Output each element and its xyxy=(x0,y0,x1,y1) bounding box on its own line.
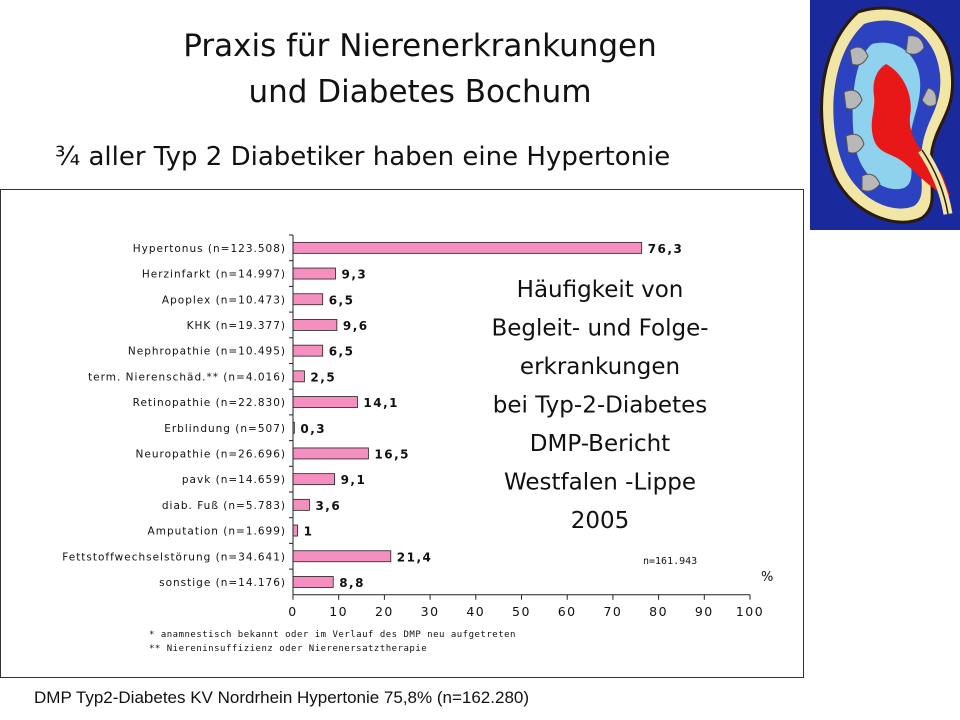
category-label: pavk (n=14.659) xyxy=(182,474,286,486)
footer-source-note: DMP Typ2-Diabetes KV Nordrhein Hypertoni… xyxy=(34,688,530,707)
x-tick-label: 70 xyxy=(603,604,622,619)
bar xyxy=(292,241,643,254)
category-label: sonstige (n=14.176) xyxy=(159,577,286,589)
value-label: 1 xyxy=(304,525,314,539)
bar xyxy=(292,473,335,486)
x-tick-label: 20 xyxy=(375,604,394,619)
value-label: 0,3 xyxy=(300,422,326,436)
bar-chart: Hypertonus (n=123.508) Herzinfarkt (n=14.… xyxy=(62,234,773,619)
value-label: 9,3 xyxy=(342,268,368,282)
bar xyxy=(292,344,324,357)
category-label: Apoplex (n=10.473) xyxy=(162,294,286,306)
footnote-2: ** Niereninsuffizienz oder Nierenersatzt… xyxy=(149,644,428,654)
page-title-line2: und Diabetes Bochum xyxy=(248,74,592,110)
page-title-line1: Praxis für Nierenerkrankungen xyxy=(183,28,657,64)
footnote-1: * anamnestisch bekannt oder im Verlauf d… xyxy=(149,630,516,640)
value-label: 9,6 xyxy=(343,319,369,333)
category-label: Hypertonus (n=123.508) xyxy=(133,243,286,255)
bar xyxy=(292,447,369,460)
annotation-line: erkrankungen xyxy=(520,354,680,380)
chart-frame: Hypertonus (n=123.508) Herzinfarkt (n=14.… xyxy=(0,189,804,678)
category-label: Nephropathie (n=10.495) xyxy=(128,346,286,358)
x-tick-label: 50 xyxy=(512,604,531,619)
category-label: Amputation (n=1.699) xyxy=(148,526,286,538)
annotation-line: bei Typ-2-Diabetes xyxy=(493,393,707,419)
bar xyxy=(292,576,334,588)
annotation-line: Häufigkeit von xyxy=(517,277,684,303)
category-label: Neuropathie (n=26.696) xyxy=(136,448,286,460)
value-label: 9,1 xyxy=(341,473,367,487)
value-label: 8,8 xyxy=(339,576,365,590)
bar xyxy=(292,550,392,563)
value-label: 2,5 xyxy=(310,370,336,384)
n-total-label: n=161.943 xyxy=(643,556,697,567)
x-tick-label: 0 xyxy=(288,604,297,619)
kidney-cross-section-icon xyxy=(810,0,960,230)
value-label: 76,3 xyxy=(648,242,684,256)
annotation-line: DMP-Bericht xyxy=(530,431,670,457)
annotation-line: Westfalen -Lippe xyxy=(504,470,696,496)
value-label: 6,5 xyxy=(329,345,355,359)
bar xyxy=(292,370,305,383)
value-label: 6,5 xyxy=(329,293,355,307)
category-label: Fettstoffwechselstörung (n=34.641) xyxy=(62,551,286,563)
x-tick-label: 90 xyxy=(695,604,714,619)
bar xyxy=(292,293,324,306)
value-label: 3,6 xyxy=(315,499,341,513)
value-label: 16,5 xyxy=(374,447,410,461)
category-label: Erblindung (n=507) xyxy=(164,423,286,435)
x-tick-label: 100 xyxy=(736,604,764,619)
category-label: Retinopathie (n=22.830) xyxy=(133,397,286,409)
bar xyxy=(292,498,310,511)
category-label: term. Nierenschäd.** (n=4.016) xyxy=(88,371,286,383)
bar xyxy=(292,319,338,331)
x-tick-label: 60 xyxy=(558,604,577,619)
bar xyxy=(292,396,358,408)
bar xyxy=(292,524,298,537)
x-tick-label: 40 xyxy=(466,604,485,619)
category-label: KHK (n=19.377) xyxy=(187,320,286,332)
category-label: Herzinfarkt (n=14.997) xyxy=(142,269,286,281)
x-tick-label: 30 xyxy=(421,604,440,619)
annotation-line: Begleit- und Folge- xyxy=(491,316,708,342)
unit-label: % xyxy=(761,570,773,585)
x-tick-label: 10 xyxy=(329,604,348,619)
value-label: 21,4 xyxy=(397,550,433,564)
page-subtitle: ¾ aller Typ 2 Diabetiker haben eine Hype… xyxy=(55,142,671,172)
bar xyxy=(292,267,336,280)
chart-annotation: Häufigkeit von Begleit- und Folge-erkrank… xyxy=(491,277,708,534)
x-tick-label: 80 xyxy=(649,604,668,619)
annotation-line: 2005 xyxy=(571,508,630,534)
category-label: diab. Fuß (n=5.783) xyxy=(162,500,286,512)
value-label: 14,1 xyxy=(363,396,399,410)
